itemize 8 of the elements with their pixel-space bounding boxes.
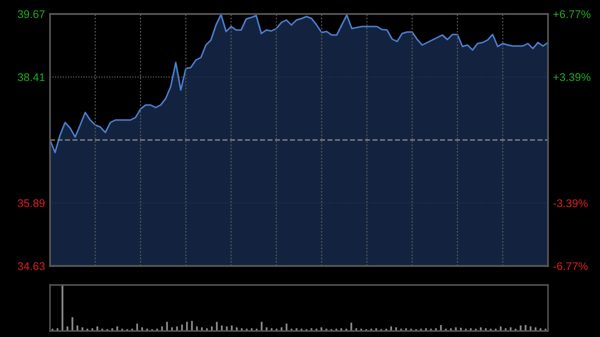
- y-tick-label: 39.67: [18, 10, 45, 18]
- y-tick-label: 35.89: [18, 199, 45, 208]
- y2-tick-label: +6.77%: [553, 10, 590, 18]
- y2-tick-label: +3.39%: [553, 73, 590, 82]
- y-tick-label: 38.41: [18, 73, 45, 82]
- y2-tick-label: -6.77%: [553, 262, 588, 270]
- y2-tick-label: -3.39%: [553, 199, 588, 208]
- y-tick-label: 34.63: [18, 262, 45, 270]
